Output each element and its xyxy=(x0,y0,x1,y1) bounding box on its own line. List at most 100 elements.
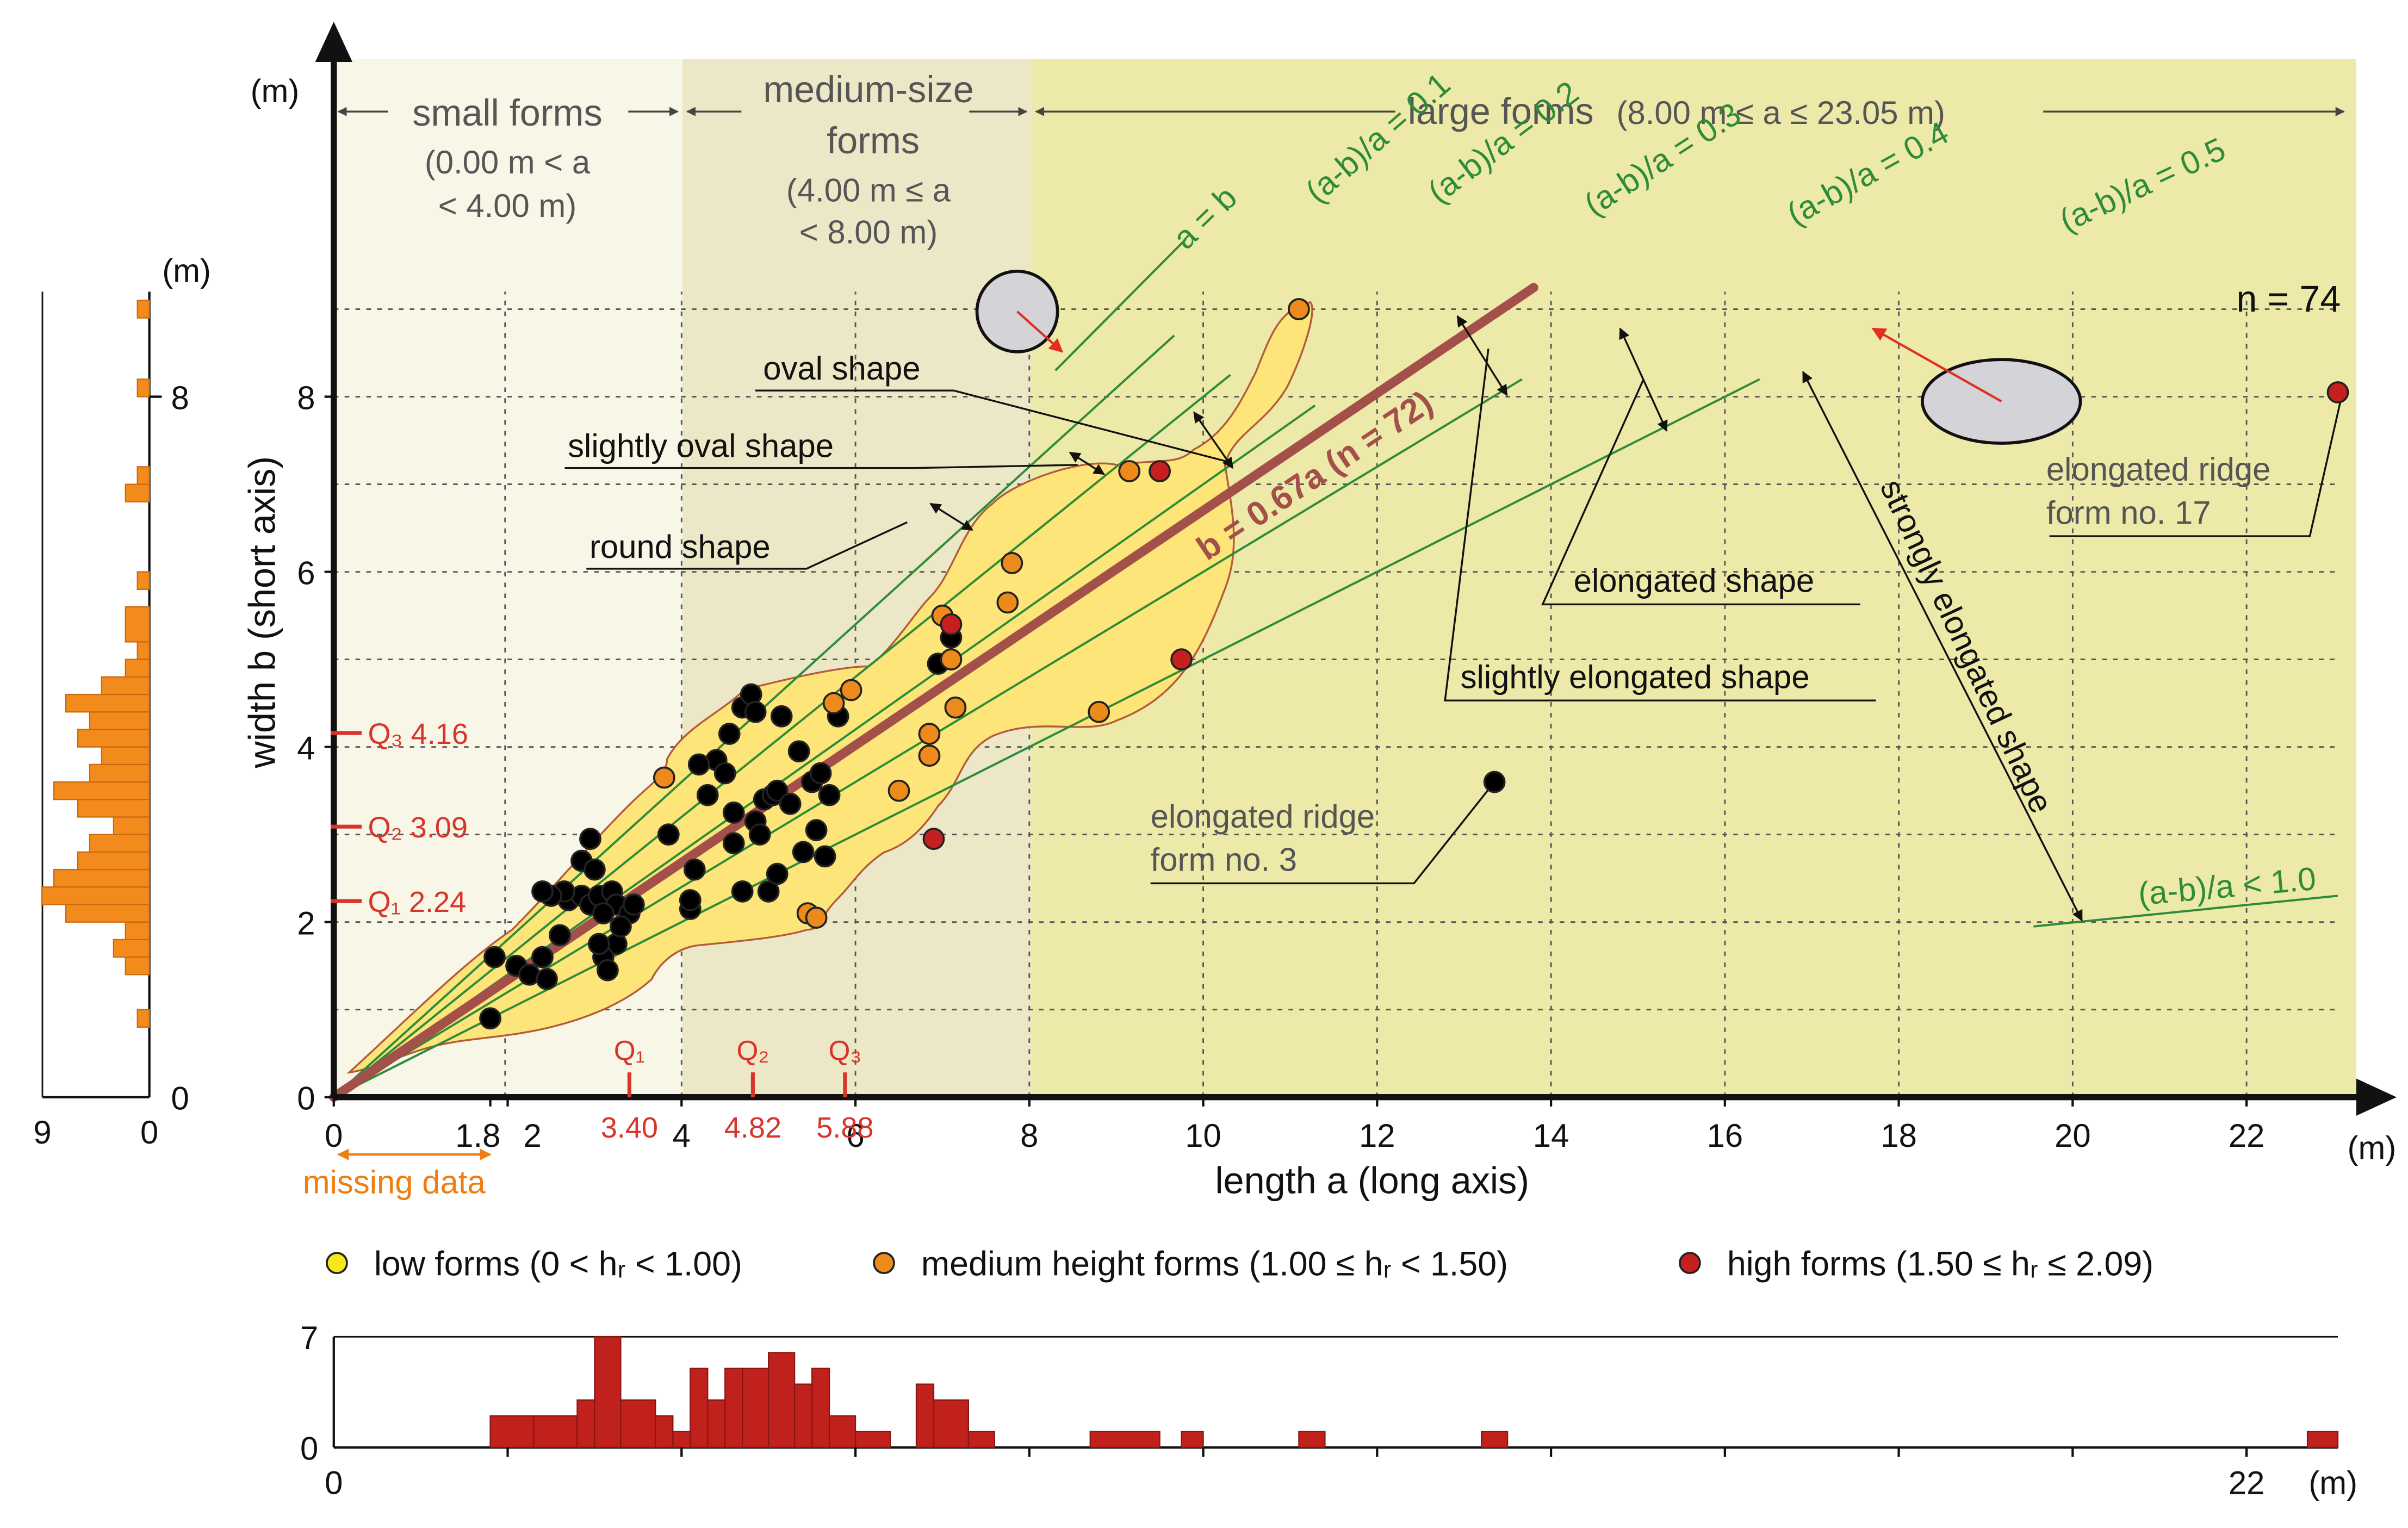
grid-lines xyxy=(333,291,2338,1097)
slightly-oval-shape-label: slightly oval shape xyxy=(568,428,834,464)
point-medium xyxy=(1118,460,1141,482)
point-low xyxy=(722,832,745,855)
quartile-a-value: 3.40 xyxy=(601,1111,658,1144)
data-envelope xyxy=(346,301,1313,1074)
x-tick-label: 20 xyxy=(2055,1117,2091,1154)
point-low xyxy=(818,784,841,806)
hista-bar xyxy=(742,1368,769,1448)
x-tick-label: 18 xyxy=(1881,1117,1917,1154)
quartile-a-label: Q₃ xyxy=(828,1035,861,1066)
point-low xyxy=(744,700,767,723)
point-low xyxy=(657,823,680,846)
point-low xyxy=(610,915,632,938)
y-tick-label: 8 xyxy=(297,380,315,416)
quartile-a-label: Q₁ xyxy=(614,1035,645,1066)
histogram-width-b: 8 0 (m) 9 0 xyxy=(33,253,211,1151)
point-low xyxy=(722,802,745,824)
missing-data-marker: missing data xyxy=(303,1148,492,1200)
histb-bar xyxy=(125,606,150,643)
missing-data-label: missing data xyxy=(303,1164,486,1200)
point-low xyxy=(696,784,719,806)
elongated-shape-label: elongated shape xyxy=(1574,563,1814,599)
histb-bar xyxy=(89,834,150,853)
point-low xyxy=(549,924,571,947)
point-low xyxy=(683,858,706,881)
form-17-line1: elongated ridge xyxy=(2046,451,2271,487)
point-high xyxy=(1170,648,1193,671)
hista-bar xyxy=(594,1336,622,1448)
y-axis-unit: (m) xyxy=(251,73,300,109)
quartile-a-label: Q₂ xyxy=(737,1035,769,1066)
hista-end-label: 22 xyxy=(2229,1464,2265,1501)
point-low xyxy=(579,828,601,850)
hista-bar xyxy=(2306,1431,2339,1448)
point-low xyxy=(766,862,789,885)
point-low xyxy=(687,753,710,776)
hista-bar xyxy=(690,1368,709,1448)
point-low xyxy=(787,740,810,763)
x-tick-label: 2 xyxy=(523,1117,541,1154)
point-medium xyxy=(944,696,967,719)
hista-bar xyxy=(655,1415,674,1448)
small-forms-range-2: < 4.00 m) xyxy=(438,188,576,224)
hista-bar xyxy=(489,1415,535,1448)
point-high xyxy=(922,828,945,850)
form-17-line2: form no. 17 xyxy=(2046,494,2211,531)
hista-bar xyxy=(967,1431,996,1448)
hista-start-label: 0 xyxy=(325,1464,343,1501)
form-3-line1: elongated ridge xyxy=(1151,798,1375,835)
histb-bar xyxy=(136,571,150,590)
histb-bar xyxy=(41,886,150,905)
histb-bar xyxy=(77,851,150,871)
data-points xyxy=(479,298,2349,1030)
hista-bar xyxy=(1481,1431,1509,1448)
point-medium xyxy=(996,591,1019,614)
large-forms-range: (8.00 m ≤ a ≤ 23.05 m) xyxy=(1617,95,1945,131)
y-axis-arrow-icon xyxy=(315,21,352,62)
point-medium xyxy=(822,692,845,715)
round-form-illustration xyxy=(975,269,1059,353)
small-forms-range: (0.00 m < a xyxy=(425,144,591,181)
point-medium xyxy=(840,679,862,701)
legend-label-low forms: low forms (0 < hᵣ < 1.00) xyxy=(374,1245,742,1283)
oval-shape-label: oval shape xyxy=(763,350,920,387)
legend-marker-high xyxy=(1679,1252,1701,1275)
y-axis-label: width b (short axis) xyxy=(241,456,283,769)
point-low xyxy=(592,902,615,924)
hista-bar xyxy=(533,1415,578,1448)
quartile-a-value: 5.88 xyxy=(816,1111,873,1144)
sample-size-label: n = 74 xyxy=(2236,278,2341,320)
y-tick-label: 4 xyxy=(297,730,315,766)
histb-bar xyxy=(125,659,150,678)
large-forms-heading: large forms (8.00 m ≤ a ≤ 23.05 m) xyxy=(1408,91,1945,132)
y-tick-label: 2 xyxy=(297,905,315,941)
form-3-line2: form no. 3 xyxy=(1151,842,1297,878)
point-medium xyxy=(940,648,963,671)
point-low xyxy=(805,819,828,841)
point-low xyxy=(814,845,836,868)
hista-bar xyxy=(768,1352,796,1448)
hista-bar xyxy=(1298,1431,1326,1448)
hista-bar xyxy=(854,1431,891,1448)
hista-bar xyxy=(672,1431,691,1448)
small-forms-title: small forms xyxy=(412,92,603,134)
histb-bar xyxy=(136,378,150,397)
point-high xyxy=(1149,460,1171,482)
ratio-line xyxy=(333,374,1231,1097)
x-tick-label: 12 xyxy=(1359,1117,1395,1154)
hista-bar xyxy=(933,1399,970,1448)
slightly-elongated-shape-label: slightly elongated shape xyxy=(1461,659,1810,695)
hista-bar xyxy=(1181,1431,1204,1448)
histb-bar xyxy=(101,746,150,765)
point-medium xyxy=(918,744,941,767)
histb-bar xyxy=(113,816,150,835)
band-large-forms xyxy=(1031,59,2356,1097)
x-tick-label: 6 xyxy=(846,1117,864,1154)
medium-forms-range-2: < 8.00 m) xyxy=(799,214,938,250)
histb-bar xyxy=(89,711,150,730)
hista-bar xyxy=(794,1383,813,1448)
hista-bar xyxy=(620,1399,656,1448)
hista-bar xyxy=(707,1399,726,1448)
x-axis-arrow-icon xyxy=(2356,1078,2397,1116)
ratio-line xyxy=(333,378,1760,1097)
